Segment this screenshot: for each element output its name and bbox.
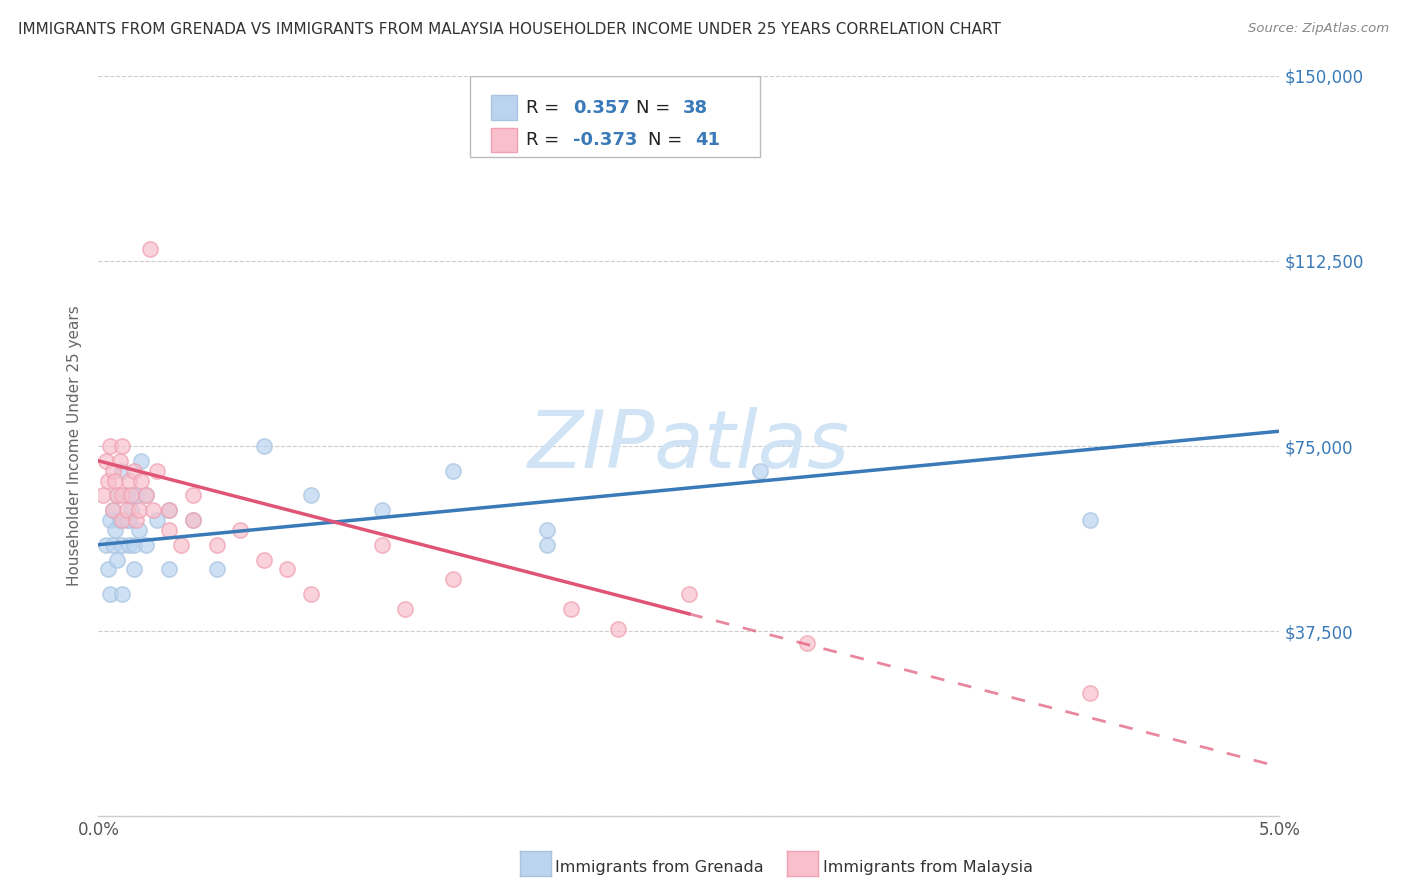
Point (181, 513, 204, 527)
Point (94, 454, 117, 468)
Point (104, 523, 127, 537)
Point (111, 464, 134, 478)
Point (118, 474, 141, 488)
Point (108, 454, 131, 468)
Point (111, 513, 134, 527)
Point (98, 439, 121, 453)
Point (139, 242, 162, 256)
Text: Immigrants from Malaysia: Immigrants from Malaysia (823, 860, 1032, 874)
Point (394, 602, 416, 616)
Text: 41: 41 (695, 131, 720, 149)
Point (105, 552, 128, 566)
Point (536, 538, 558, 552)
Point (135, 538, 157, 552)
Point (560, 602, 582, 616)
Bar (491, 95, 516, 120)
Point (111, 439, 134, 453)
Point (371, 538, 394, 552)
Point (181, 513, 204, 527)
Point (118, 538, 141, 552)
Point (748, 464, 770, 478)
Point (122, 538, 145, 552)
Point (108, 513, 131, 527)
Point (111, 587, 134, 601)
Point (678, 587, 700, 601)
Point (97, 474, 120, 488)
Point (128, 523, 150, 537)
Point (441, 464, 464, 478)
Point (135, 488, 157, 502)
Point (181, 488, 204, 502)
Point (253, 439, 276, 453)
Text: R =: R = (526, 131, 565, 149)
Text: Immigrants from Grenada: Immigrants from Grenada (555, 860, 763, 874)
Point (205, 562, 228, 576)
Text: 38: 38 (683, 99, 709, 117)
Point (607, 622, 630, 636)
Point (157, 503, 180, 517)
Point (299, 488, 322, 502)
Point (105, 488, 128, 502)
Point (157, 562, 180, 576)
Point (441, 572, 464, 586)
Point (111, 488, 134, 502)
Point (115, 488, 138, 502)
Text: Source: ZipAtlas.com: Source: ZipAtlas.com (1249, 22, 1389, 36)
Point (157, 523, 180, 537)
Point (125, 513, 148, 527)
Bar (491, 128, 516, 153)
Point (115, 503, 138, 517)
Text: ZIPatlas: ZIPatlas (527, 407, 851, 485)
Point (122, 562, 145, 576)
Point (229, 523, 252, 537)
Text: N =: N = (636, 99, 676, 117)
Point (276, 562, 298, 576)
Point (91, 488, 114, 502)
Point (101, 464, 124, 478)
Point (111, 538, 134, 552)
Point (128, 503, 150, 517)
Point (1080, 513, 1102, 527)
Point (157, 503, 180, 517)
Point (101, 538, 124, 552)
Y-axis label: Householder Income Under 25 years: Householder Income Under 25 years (67, 306, 83, 586)
Text: IMMIGRANTS FROM GRENADA VS IMMIGRANTS FROM MALAYSIA HOUSEHOLDER INCOME UNDER 25 : IMMIGRANTS FROM GRENADA VS IMMIGRANTS FR… (18, 22, 1001, 37)
Point (98, 513, 121, 527)
Point (121, 503, 143, 517)
Point (115, 513, 138, 527)
Point (129, 474, 152, 488)
Point (118, 513, 141, 527)
Point (98, 587, 121, 601)
Point (253, 552, 276, 566)
Point (146, 513, 169, 527)
Point (146, 464, 169, 478)
Point (135, 488, 157, 502)
Point (101, 503, 124, 517)
Point (371, 503, 394, 517)
Point (105, 488, 128, 502)
FancyBboxPatch shape (471, 76, 759, 157)
Point (170, 538, 193, 552)
Point (104, 474, 127, 488)
Point (205, 538, 228, 552)
Point (97, 562, 120, 576)
Point (125, 488, 148, 502)
Text: 0.357: 0.357 (574, 99, 630, 117)
Point (142, 503, 165, 517)
Point (122, 464, 145, 478)
Point (796, 636, 818, 650)
Point (94, 538, 117, 552)
Point (101, 503, 124, 517)
Point (1080, 686, 1102, 700)
Point (299, 587, 322, 601)
Point (129, 454, 152, 468)
Point (121, 488, 143, 502)
Text: N =: N = (648, 131, 688, 149)
Point (536, 523, 558, 537)
Text: R =: R = (526, 99, 565, 117)
Text: -0.373: -0.373 (574, 131, 637, 149)
